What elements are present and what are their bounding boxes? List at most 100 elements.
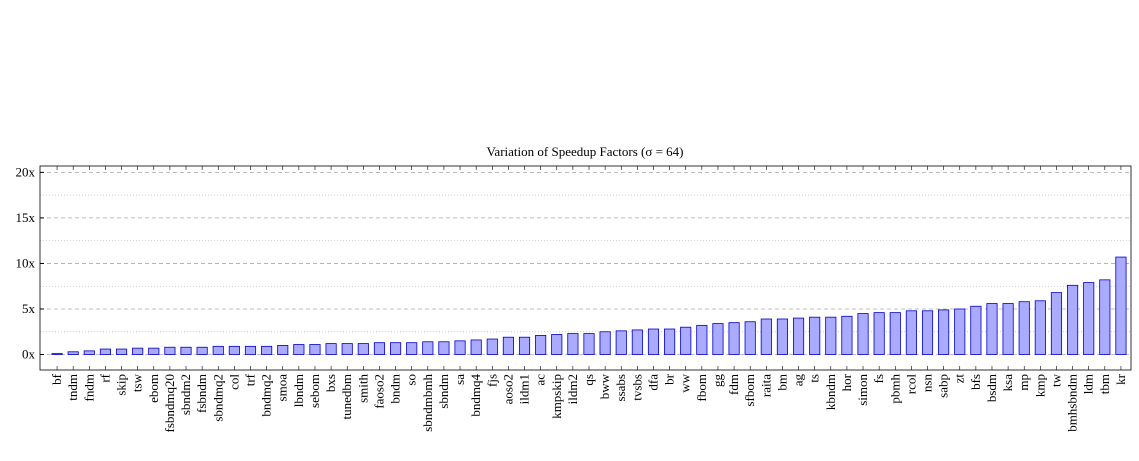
x-tick-label: kmp [1032,374,1047,397]
bar [502,336,514,355]
x-tick-label: bm [774,374,789,391]
bar [954,308,966,355]
x-tick-label: fjs [484,374,499,387]
x-tick-label: tsw [130,373,145,392]
x-tick-label: bf [49,373,64,385]
bar [212,345,224,355]
bar [712,323,724,355]
x-tick-label: bndm [388,374,403,404]
x-tick-label: sbndmq2 [210,374,225,422]
x-tick-label: tndm [65,374,80,401]
bar [1002,303,1014,355]
x-tick-label: simon [855,374,870,406]
y-tick-label: 20x [16,164,36,179]
bar [1050,292,1063,355]
x-tick-label: kr [1113,373,1128,385]
bar [647,328,660,355]
x-tick-label: zt [952,374,967,384]
x-tick-label: bww [597,373,612,399]
x-tick-label: pbmh [887,374,902,404]
bar [357,343,369,355]
bar [535,334,547,355]
bar [83,350,95,355]
bar [196,346,208,355]
bar [809,316,821,355]
x-tick-label: fndm [81,374,96,401]
bar [228,345,240,355]
bar [1067,284,1079,355]
bar [615,330,627,355]
x-tick-label: tbm [1097,374,1112,394]
bar [921,310,934,355]
x-tick-label: lbndm [291,374,306,407]
x-tick-label: bxs [323,374,338,392]
x-tick-label: tw [1048,373,1063,387]
x-tick-label: bsdm [984,374,999,402]
x-tick-label: fdm [726,374,741,395]
bar [164,346,176,355]
bar [406,342,418,355]
x-tick-label: sabp [936,374,951,398]
x-tick-label: nsn [920,374,935,393]
x-tick-label: raita [758,374,773,397]
bar [841,315,853,355]
bar [889,312,901,355]
bar [776,318,788,355]
bar [551,334,563,355]
bar [728,322,740,355]
x-tick-label: ts [807,374,822,383]
bar [67,351,79,355]
x-tick-label: ksa [1000,374,1015,392]
bar [1099,279,1111,355]
x-tick-label: ildm2 [565,374,580,404]
bar [51,353,63,355]
x-tick-label: sbndm [436,374,451,409]
x-tick-label: ag [791,374,806,387]
bar [518,336,531,355]
x-tick-label: tunedbm [339,374,354,420]
bar [293,344,305,355]
bar [792,317,805,355]
bar [1083,282,1095,355]
bar [938,309,950,355]
y-tick-label: 0x [22,347,36,362]
bar [696,324,708,355]
x-tick-label: hor [839,373,854,391]
bar [470,339,482,355]
x-tick-label: bmhsbndm [1065,374,1080,432]
bar [760,318,772,355]
x-tick-label: qs [581,374,596,386]
x-tick-label: sbndmbmh [420,374,435,432]
bar [857,313,869,355]
plot-frame [39,165,1132,371]
bar [309,344,321,355]
x-tick-label: bndmq2 [259,374,274,417]
x-tick-label: bfs [968,374,983,390]
y-tick-label: 5x [22,301,36,316]
bar [454,340,466,355]
x-tick-label: ildm1 [517,374,532,404]
bar [422,341,434,355]
x-tick-label: rf [97,373,112,382]
x-tick-label: smoa [275,374,290,402]
bar [325,343,337,355]
bar [825,316,837,355]
x-tick-label: gg [710,374,725,388]
x-tick-label: fsbndm [194,374,209,413]
x-tick-label: ebom [146,374,161,403]
bar [486,338,498,355]
bar [583,333,595,355]
x-tick-label: rcol [903,374,918,395]
x-tick-label: fsbndmq20 [162,374,177,433]
bar [664,328,676,355]
x-tick-label: br [662,373,677,385]
bar [744,321,756,355]
x-tick-label: sebom [307,374,322,408]
bar [341,343,353,355]
x-tick-label: faoso2 [371,374,386,409]
x-tick-label: bndmq4 [468,374,483,417]
x-tick-label: sbndm2 [178,374,193,415]
bar [567,333,579,355]
x-tick-label: so [404,374,419,386]
